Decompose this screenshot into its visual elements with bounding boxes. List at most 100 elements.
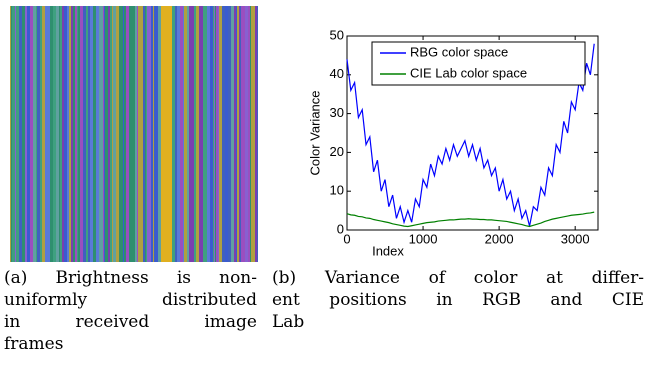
stripe xyxy=(88,6,90,262)
stripe xyxy=(11,6,12,262)
stripe xyxy=(218,6,219,262)
caption-line: in received image xyxy=(4,311,257,333)
stripe xyxy=(168,6,171,262)
stripe xyxy=(205,6,207,262)
y-tick-label: 50 xyxy=(330,27,344,42)
stripe-image xyxy=(10,6,258,262)
stripe xyxy=(167,6,168,262)
stripe xyxy=(222,6,225,262)
stripe xyxy=(161,6,164,262)
stripe xyxy=(108,6,110,262)
stripe xyxy=(71,6,73,262)
stripe xyxy=(237,6,239,262)
stripe xyxy=(96,6,98,262)
stripe xyxy=(123,6,124,262)
legend-label: CIE Lab color space xyxy=(410,65,527,80)
stripe xyxy=(126,6,129,262)
stripe xyxy=(210,6,213,262)
stripe xyxy=(22,6,25,262)
stripe xyxy=(113,6,116,262)
figure: Index Color Variance 0102030405001000200… xyxy=(0,0,652,377)
stripe xyxy=(122,6,123,262)
stripe xyxy=(145,6,146,262)
stripe xyxy=(75,6,77,262)
stripe xyxy=(99,6,102,262)
stripe xyxy=(112,6,113,262)
stripe xyxy=(25,6,27,262)
stripe xyxy=(153,6,154,262)
stripe xyxy=(158,6,161,262)
stripe xyxy=(203,6,205,262)
stripe xyxy=(215,6,216,262)
stripe xyxy=(231,6,234,262)
stripe xyxy=(103,6,104,262)
stripe xyxy=(241,6,242,262)
stripe xyxy=(239,6,240,262)
y-tick-label: 20 xyxy=(330,144,344,159)
stripe xyxy=(147,6,148,262)
stripe xyxy=(254,6,255,262)
stripe xyxy=(240,6,241,262)
stripe xyxy=(19,6,22,262)
stripe xyxy=(116,6,119,262)
x-tick-label: 1000 xyxy=(409,231,438,246)
stripe xyxy=(73,6,75,262)
stripe xyxy=(207,6,210,262)
stripe xyxy=(192,6,194,262)
caption-line: Lab xyxy=(272,311,644,333)
stripe xyxy=(137,6,138,262)
stripe xyxy=(235,6,236,262)
stripe xyxy=(236,6,237,262)
stripe xyxy=(33,6,36,262)
stripe xyxy=(245,6,248,262)
stripe xyxy=(47,6,50,262)
x-tick-label: 2000 xyxy=(485,231,514,246)
stripe xyxy=(250,6,251,262)
y-tick-label: 40 xyxy=(330,66,344,81)
stripe xyxy=(151,6,153,262)
stripe xyxy=(60,6,62,262)
stripe xyxy=(53,6,56,262)
stripe xyxy=(183,6,184,262)
stripe xyxy=(102,6,103,262)
stripe xyxy=(45,6,47,262)
stripe xyxy=(64,6,67,262)
stripe xyxy=(201,6,203,262)
stripe xyxy=(27,6,30,262)
stripe xyxy=(214,6,215,262)
stripe xyxy=(119,6,122,262)
stripe xyxy=(148,6,151,262)
caption-line: frames xyxy=(4,333,257,355)
stripe xyxy=(199,6,201,262)
stripe xyxy=(105,6,108,262)
stripe xyxy=(228,6,231,262)
stripe xyxy=(90,6,93,262)
stripe xyxy=(143,6,145,262)
stripe xyxy=(187,6,189,262)
stripe xyxy=(251,6,254,262)
stripe xyxy=(93,6,96,262)
stripe xyxy=(172,6,175,262)
stripe xyxy=(164,6,167,262)
stripe xyxy=(104,6,105,262)
y-tick-label: 10 xyxy=(330,183,344,198)
stripe xyxy=(135,6,137,262)
caption-line: uniformly distributed xyxy=(4,289,257,311)
stripe xyxy=(83,6,86,262)
stripe xyxy=(51,6,53,262)
stripe xyxy=(78,6,80,262)
stripe xyxy=(69,6,71,262)
stripe xyxy=(248,6,250,262)
stripe xyxy=(189,6,192,262)
stripe xyxy=(30,6,33,262)
stripe xyxy=(86,6,88,262)
y-tick-label: 30 xyxy=(330,105,344,120)
stripe xyxy=(12,6,15,262)
caption-a: (a) Brightness is non-uniformly distribu… xyxy=(4,267,257,355)
caption-b: (b) Variance of color at differ-ent posi… xyxy=(272,267,644,333)
y-axis-label: Color Variance xyxy=(307,90,322,175)
stripe xyxy=(175,6,177,262)
x-tick-label: 0 xyxy=(343,231,350,246)
stripe xyxy=(146,6,147,262)
